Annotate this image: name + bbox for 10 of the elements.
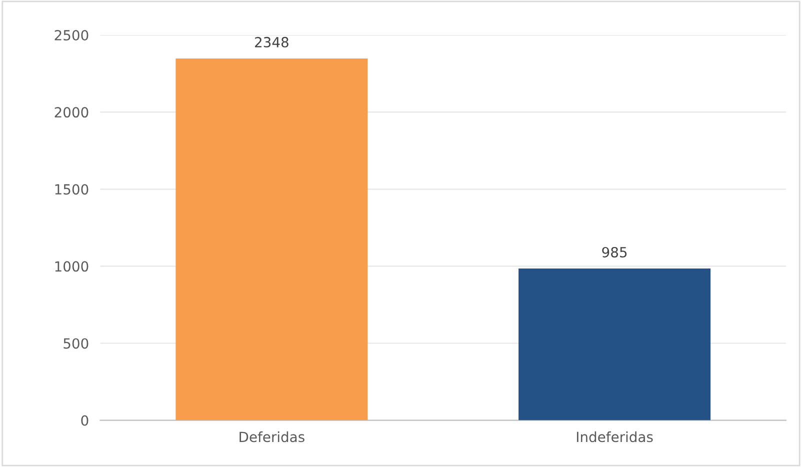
y-tick-label: 2000 <box>54 107 88 118</box>
y-tick-label: 500 <box>64 338 88 349</box>
y-tick-label: 0 <box>81 415 88 426</box>
x-tick-label: Deferidas <box>240 431 304 442</box>
y-tick-label: 2500 <box>54 30 88 40</box>
data-label: 985 <box>602 246 627 258</box>
x-tick-label: Indeferidas <box>576 431 653 442</box>
data-label: 2348 <box>255 36 288 48</box>
y-tick-label: 1500 <box>55 184 88 195</box>
y-tick-label: 1000 <box>55 261 88 272</box>
